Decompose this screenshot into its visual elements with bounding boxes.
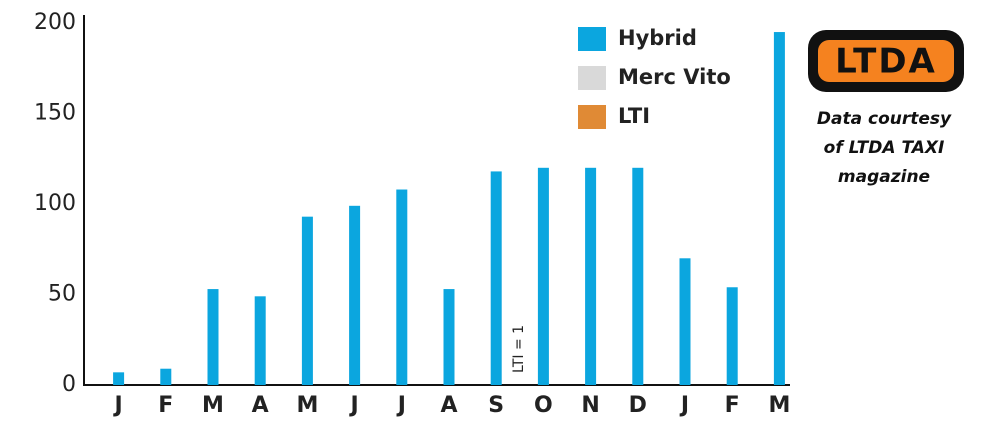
y-tick-label: 100 <box>34 191 76 216</box>
bar <box>207 289 219 385</box>
x-tick-label: J <box>679 393 689 418</box>
bar <box>773 32 785 386</box>
credit-line: of LTDA TAXI <box>824 138 945 158</box>
y-tick-label: 150 <box>34 101 76 126</box>
x-tick-label: M <box>296 393 318 418</box>
x-tick-label: N <box>581 393 599 418</box>
x-tick-label: J <box>349 393 359 418</box>
x-tick-label: J <box>113 393 123 418</box>
bar <box>349 205 361 385</box>
x-tick-label: M <box>202 393 224 418</box>
x-tick-label: F <box>725 393 740 418</box>
bar <box>113 372 125 385</box>
bar <box>490 171 502 385</box>
bar <box>254 296 266 385</box>
y-tick-label: 50 <box>48 282 76 307</box>
x-tick-label: S <box>488 393 504 418</box>
logo: LTDA <box>808 30 964 92</box>
x-tick-label: A <box>252 393 269 418</box>
legend-label: Hybrid <box>618 26 697 50</box>
legend-swatch <box>578 105 606 129</box>
x-tick-label: A <box>440 393 457 418</box>
x-tick-label: M <box>768 393 790 418</box>
x-tick-label: D <box>629 393 647 418</box>
bar <box>679 258 691 385</box>
x-tick-label: O <box>534 393 553 418</box>
logo-inner <box>818 40 954 82</box>
y-tick-label: 0 <box>62 372 76 397</box>
legend-label: Merc Vito <box>618 65 731 89</box>
x-tick-label: F <box>158 393 173 418</box>
bar <box>585 167 597 385</box>
legend-label: LTI <box>618 104 650 128</box>
bar <box>160 368 172 385</box>
bar <box>726 287 738 385</box>
legend-swatch <box>578 66 606 90</box>
bar <box>537 167 549 385</box>
annotation: LTI = 1 <box>511 325 527 373</box>
credit-line: magazine <box>838 167 930 187</box>
legend-swatch <box>578 27 606 51</box>
bar <box>443 289 455 385</box>
bar <box>396 189 408 385</box>
x-tick-label: J <box>396 393 406 418</box>
credit-line: Data courtesy <box>817 109 952 129</box>
bar <box>301 216 313 385</box>
y-tick-label: 200 <box>34 10 76 35</box>
logo-text: LTDA <box>835 42 937 82</box>
bar <box>632 167 644 385</box>
